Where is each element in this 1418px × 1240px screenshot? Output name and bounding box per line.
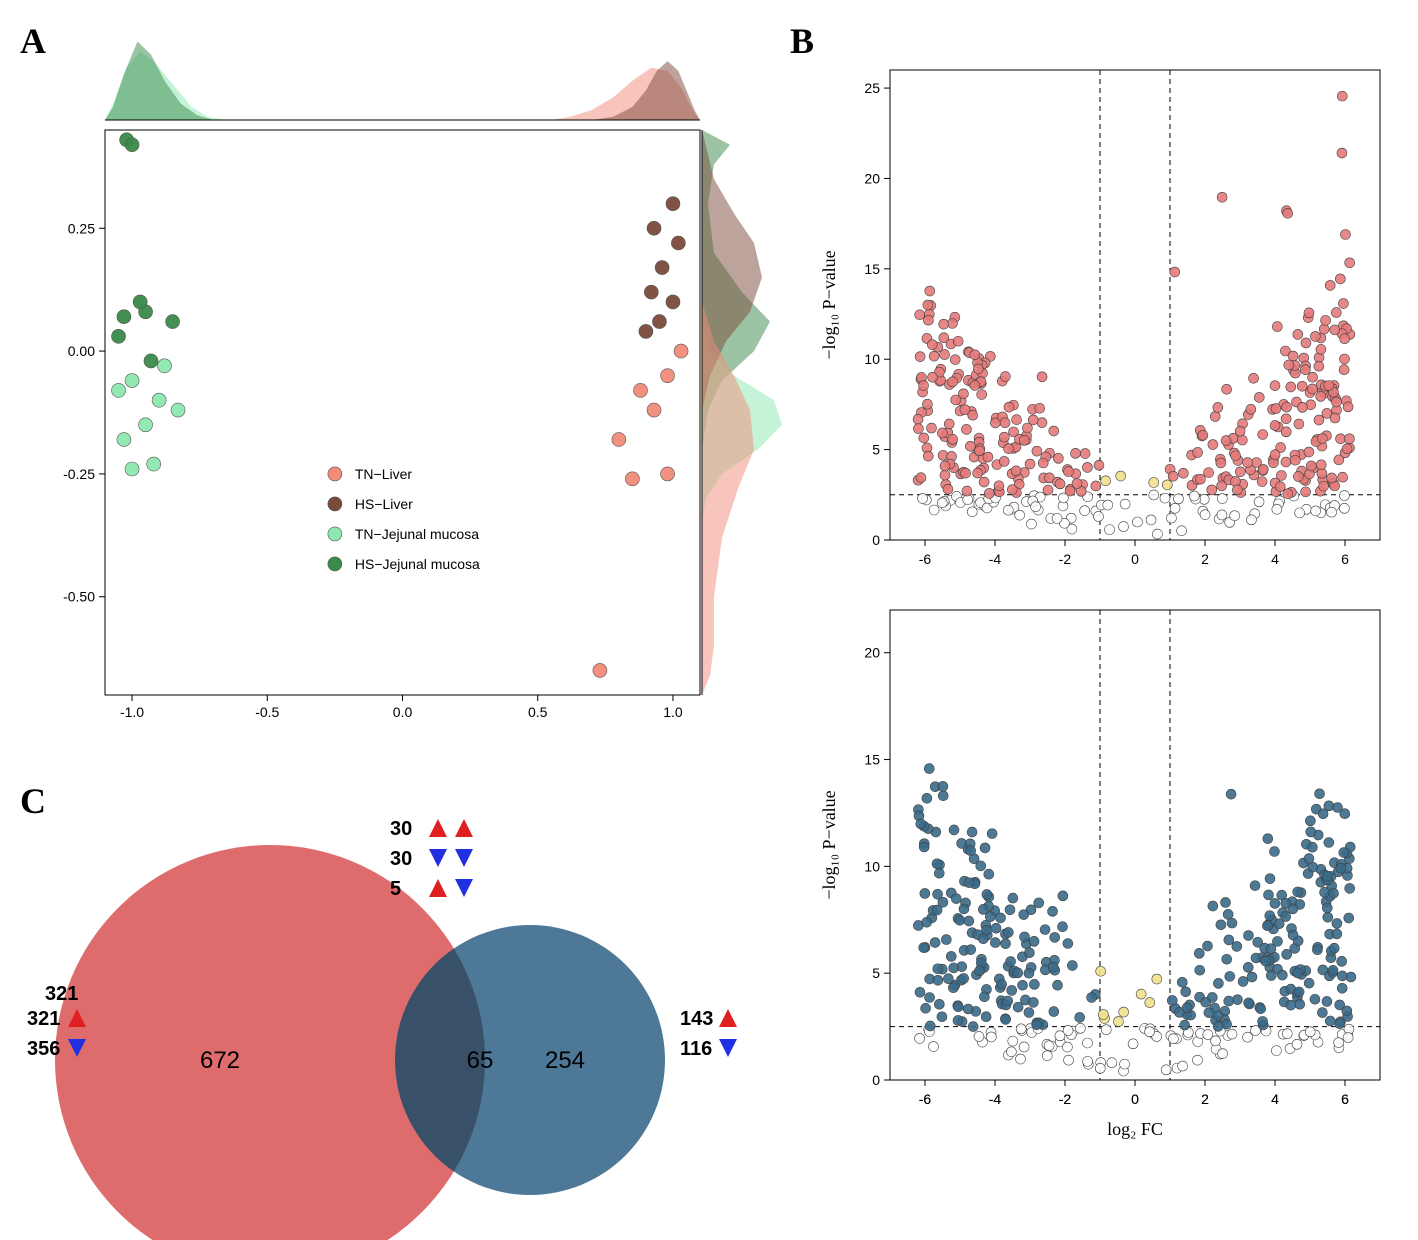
svg-text:6: 6 (1341, 1091, 1349, 1107)
svg-text:0: 0 (872, 532, 880, 548)
panel-c-venn: 672 254 65 321 321 356 143 116 30 30 5 (20, 780, 780, 1240)
svg-text:10: 10 (864, 351, 880, 367)
svg-text:0.00: 0.00 (68, 343, 95, 359)
svg-text:−log₁₀ P−value: −log₁₀ P−value (819, 790, 839, 899)
svg-text:30: 30 (390, 848, 412, 870)
figure-wrap: A B C -1.0-0.50.00.51.0-0.50-0.250.000.2… (20, 20, 1398, 1212)
svg-text:-2: -2 (1059, 551, 1072, 567)
svg-text:672: 672 (200, 1047, 240, 1074)
svg-text:0: 0 (1131, 1091, 1139, 1107)
svg-text:-6: -6 (919, 551, 932, 567)
svg-text:0: 0 (1131, 551, 1139, 567)
svg-text:116: 116 (680, 1038, 712, 1060)
svg-text:log₂ FC: log₂ FC (1107, 1119, 1163, 1139)
svg-text:0.0: 0.0 (393, 704, 413, 720)
panel-a-scatter: -1.0 -0.5 0.0 0.5 1.0 -0.50 -0.25 0.00 0.25 TN−Li… (40, 30, 800, 750)
svg-text:0.5: 0.5 (528, 704, 548, 720)
svg-text:0: 0 (872, 1072, 880, 1088)
svg-text:-6: -6 (919, 1091, 932, 1107)
svg-text:−log₁₀ P−value: −log₁₀ P−value (819, 250, 839, 359)
svg-text:15: 15 (864, 261, 880, 277)
svg-text:20: 20 (864, 170, 880, 186)
svg-text:30: 30 (390, 818, 412, 840)
svg-text:TN−Jejunal mucosa: TN−Jejunal mucosa (355, 526, 479, 542)
svg-text:5: 5 (872, 965, 880, 981)
svg-text:-2: -2 (1059, 1091, 1072, 1107)
svg-text:-0.25: -0.25 (63, 466, 95, 482)
svg-text:15: 15 (864, 752, 880, 768)
svg-text:-4: -4 (989, 551, 1002, 567)
svg-text:10: 10 (864, 858, 880, 874)
svg-text:2: 2 (1201, 1091, 1209, 1107)
svg-text:6: 6 (1341, 551, 1349, 567)
svg-text:HS−Jejunal mucosa: HS−Jejunal mucosa (355, 556, 480, 572)
svg-text:2: 2 (1201, 551, 1209, 567)
svg-text:65: 65 (467, 1047, 494, 1074)
svg-text:-0.50: -0.50 (63, 589, 95, 605)
svg-text:321: 321 (45, 983, 78, 1005)
svg-text:356: 356 (27, 1038, 60, 1060)
svg-text:5: 5 (390, 878, 401, 900)
svg-text:-1.0: -1.0 (120, 704, 144, 720)
svg-text:TN−Liver: TN−Liver (355, 466, 413, 482)
svg-text:4: 4 (1271, 1091, 1279, 1107)
svg-text:HS−Liver: HS−Liver (355, 496, 413, 512)
svg-text:143: 143 (680, 1008, 713, 1030)
svg-text:-4: -4 (989, 1091, 1002, 1107)
svg-text:20: 20 (864, 645, 880, 661)
svg-text:1.0: 1.0 (663, 704, 683, 720)
svg-text:4: 4 (1271, 551, 1279, 567)
svg-text:5: 5 (872, 442, 880, 458)
svg-text:25: 25 (864, 80, 880, 96)
panel-b-volcanos: -6-4-202460510152025−log₁₀ P−value-6-4-2… (810, 30, 1400, 1210)
svg-text:254: 254 (545, 1047, 585, 1074)
svg-text:-0.5: -0.5 (255, 704, 279, 720)
svg-text:0.25: 0.25 (68, 220, 95, 236)
svg-text:321: 321 (27, 1008, 60, 1030)
